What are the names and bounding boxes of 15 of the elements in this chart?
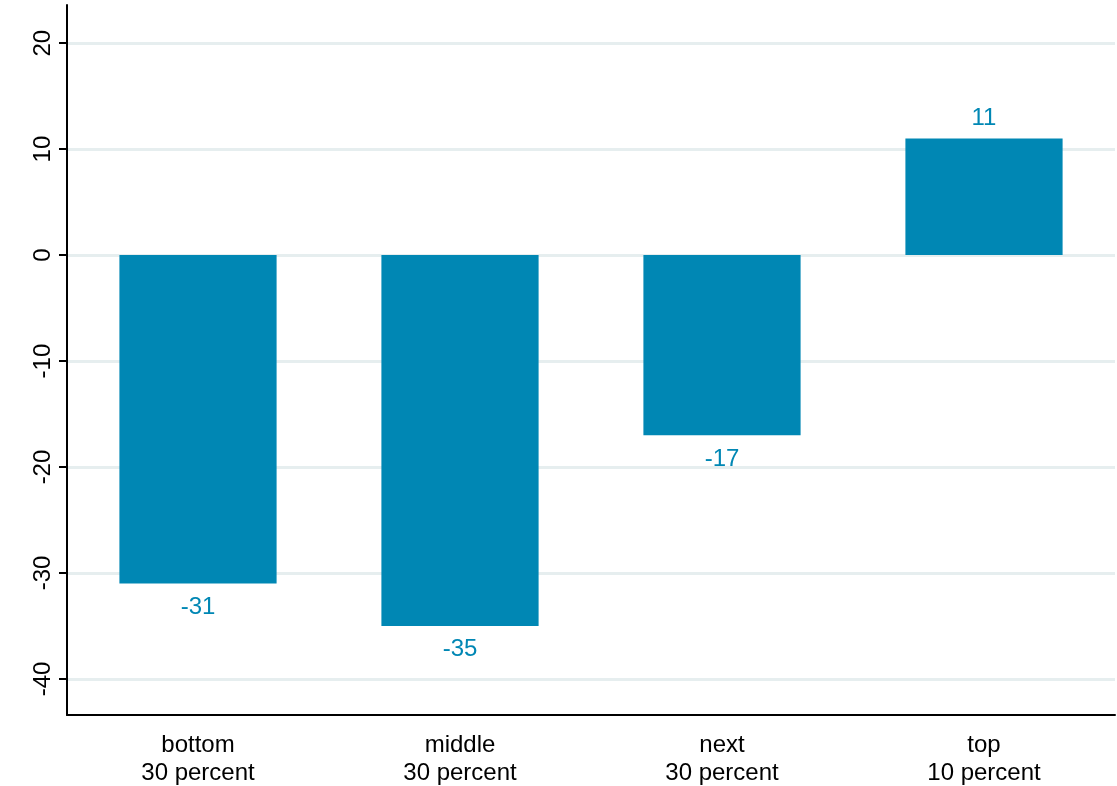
data-label: -17 xyxy=(704,443,740,471)
y-tick-label: -30 xyxy=(27,555,55,591)
y-tick-label: 0 xyxy=(27,248,55,262)
y-tick-label: -20 xyxy=(27,449,55,485)
x-tick-label: middle 30 percent xyxy=(403,729,518,785)
data-label: -35 xyxy=(442,634,478,662)
y-tick-label: 10 xyxy=(27,135,55,163)
y-tick-label: -40 xyxy=(27,661,55,697)
y-tick-label: -10 xyxy=(27,343,55,379)
y-tick-label: 20 xyxy=(27,29,55,57)
x-tick-label: bottom 30 percent xyxy=(141,729,256,785)
data-label: 11 xyxy=(971,103,997,131)
x-tick-label: top 10 percent xyxy=(927,729,1042,785)
data-label: -31 xyxy=(180,592,216,620)
x-tick-label: next 30 percent xyxy=(665,729,780,785)
